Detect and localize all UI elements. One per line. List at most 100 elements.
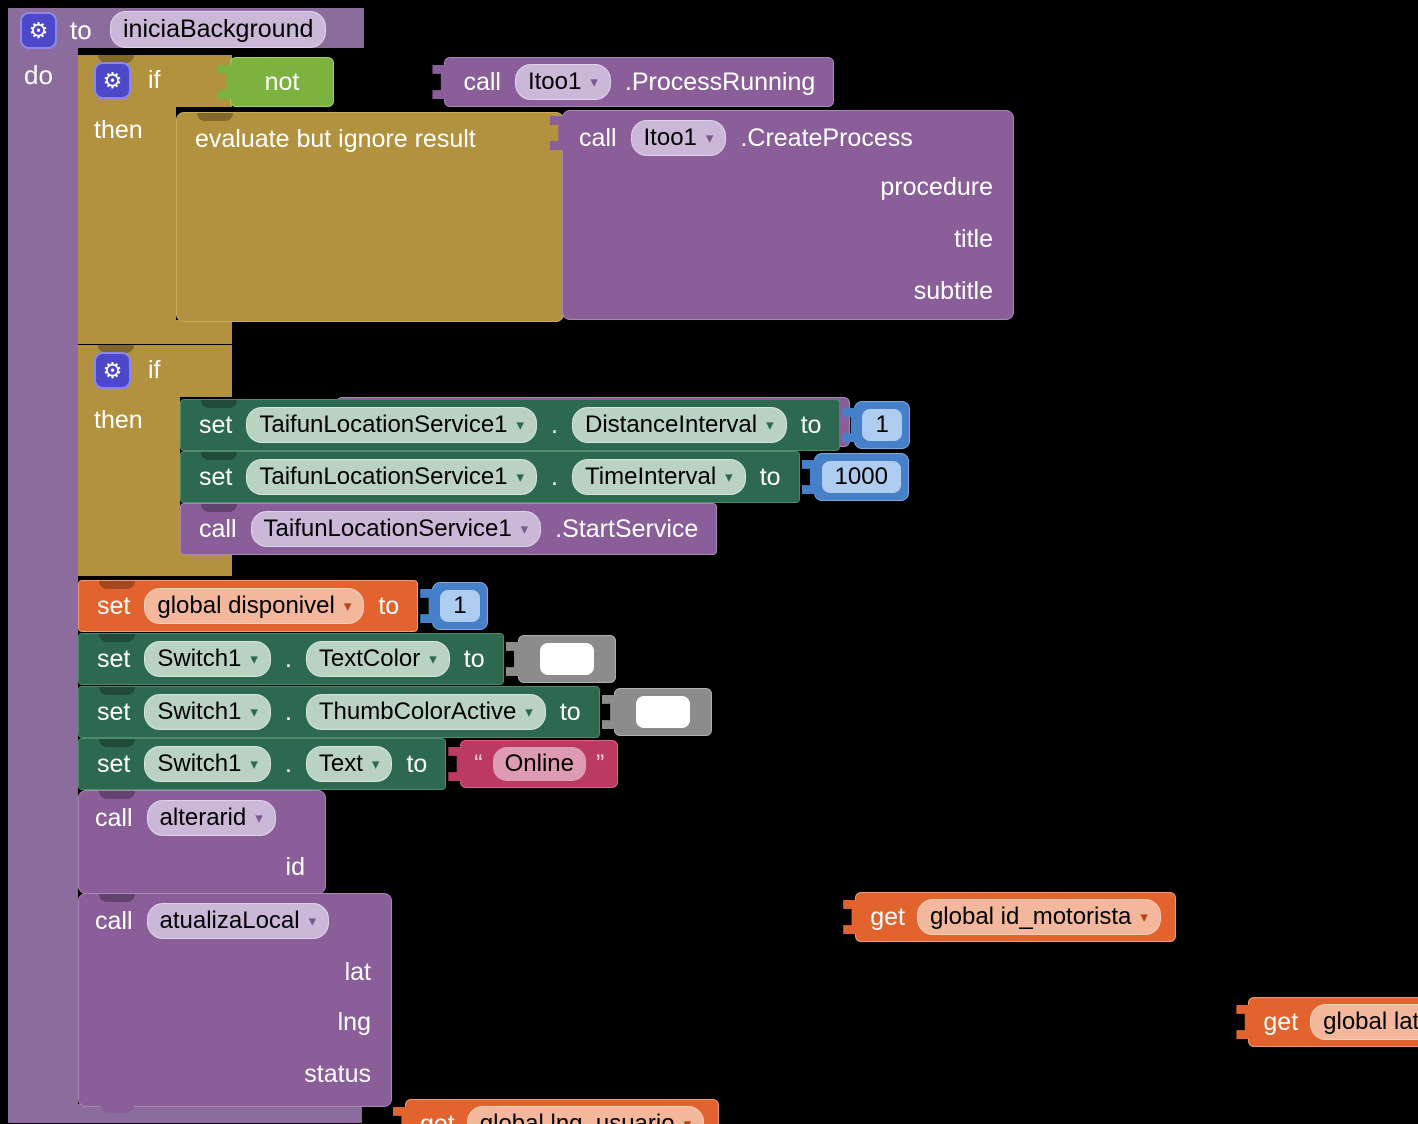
keyword-if: if [148, 66, 161, 94]
keyword-to: to [559, 697, 581, 726]
variable-dropdown[interactable]: global lng_usuario [466, 1106, 705, 1124]
call-row: call TaifunLocationService1 .StartServic… [180, 503, 718, 555]
set-variable-row: set global disponivel to 1 [78, 580, 488, 632]
keyword-to: to [406, 749, 428, 778]
evaluate-label: evaluate but ignore result [195, 125, 476, 153]
keyword-if: if [148, 356, 161, 384]
mutator-gear-icon[interactable] [94, 62, 131, 99]
text-string-block-online[interactable]: “ Online ” [460, 740, 619, 788]
color-swatch [635, 696, 690, 728]
method-call-block-createprocess[interactable]: call Itoo1 .CreateProcess procedure titl… [562, 110, 1014, 320]
text-value-field[interactable]: Online [492, 747, 586, 781]
connector-notch [99, 581, 135, 589]
number-block[interactable]: 1 [854, 401, 910, 449]
set-thumbcoloractive-block[interactable]: set Switch1 . ThumbColorActive to [78, 686, 600, 738]
keyword-set: set [97, 591, 131, 620]
property-dropdown[interactable]: TimeInterval [572, 459, 746, 495]
connector-tab [100, 1104, 134, 1113]
set-switch-text-block[interactable]: set Switch1 . Text to [78, 738, 447, 790]
keyword-to: to [378, 591, 400, 620]
set-property-row: set TaifunLocationService1 . DistanceInt… [180, 399, 910, 451]
component-dropdown[interactable]: TaifunLocationService1 [246, 459, 538, 495]
procedure-dropdown[interactable]: atualizaLocal [146, 903, 330, 939]
set-distanceinterval-block[interactable]: set TaifunLocationService1 . DistanceInt… [180, 399, 841, 451]
keyword-set: set [97, 697, 131, 726]
set-textcolor-block[interactable]: set Switch1 . TextColor to [78, 633, 504, 685]
method-name: .StartService [555, 514, 699, 543]
component-dropdown[interactable]: TaifunLocationService1 [246, 407, 538, 443]
method-name: .CreateProcess [740, 123, 913, 152]
variable-dropdown[interactable]: global disponivel [144, 588, 365, 624]
dot-separator: . [284, 697, 292, 726]
component-dropdown[interactable]: Itoo1 [514, 64, 611, 100]
property-dropdown[interactable]: ThumbColorActive [305, 694, 546, 730]
set-property-row: set Switch1 . ThumbColorActive to [78, 686, 712, 738]
get-variable-block-lat-usuario[interactable]: get global lat_usuario [1248, 997, 1418, 1047]
keyword-set: set [97, 644, 131, 673]
property-dropdown[interactable]: Text [305, 746, 393, 782]
component-dropdown[interactable]: Switch1 [144, 641, 271, 677]
property-dropdown[interactable]: DistanceInterval [572, 407, 787, 443]
connector-notch [99, 791, 135, 799]
connector-notch [201, 504, 237, 512]
connector-notch [98, 55, 134, 63]
component-dropdown[interactable]: Itoo1 [630, 120, 727, 156]
set-timeinterval-block[interactable]: set TaifunLocationService1 . TimeInterva… [180, 451, 800, 503]
property-dropdown[interactable]: TextColor [305, 641, 450, 677]
procedure-dropdown[interactable]: alterarid [146, 800, 276, 836]
keyword-get: get [1263, 1007, 1299, 1036]
dot-separator: . [551, 410, 558, 439]
dot-separator: . [551, 462, 558, 491]
number-block[interactable]: 1 [432, 582, 488, 630]
param-label-lat: lat [344, 958, 371, 986]
connector-notch [99, 894, 135, 902]
method-call-block-processrunning[interactable]: call Itoo1 .ProcessRunning [444, 57, 835, 107]
dot-separator: . [284, 749, 292, 778]
procedure-call-block-atualizalocal[interactable]: call atualizaLocal lat lng status [78, 893, 392, 1107]
color-swatch [539, 643, 594, 675]
evaluate-ignore-result-block[interactable]: evaluate but ignore result [176, 112, 564, 322]
mutator-gear-icon[interactable] [20, 12, 57, 49]
keyword-call: call [199, 514, 237, 543]
number-value-field[interactable]: 1 [440, 590, 480, 622]
set-property-row: set Switch1 . TextColor to [78, 633, 616, 685]
get-variable-block-id-motorista[interactable]: get global id_motorista [855, 892, 1176, 942]
component-dropdown[interactable]: Switch1 [144, 694, 271, 730]
color-block-white[interactable] [517, 635, 616, 683]
variable-dropdown[interactable]: global lat_usuario [1310, 1004, 1418, 1040]
param-label-subtitle: subtitle [913, 277, 993, 305]
keyword-get: get [870, 902, 905, 931]
get-variable-block-lng-usuario[interactable]: get global lng_usuario [405, 1099, 720, 1124]
keyword-to: to [759, 462, 781, 491]
number-value-field[interactable]: 1 [862, 409, 902, 441]
component-dropdown[interactable]: TaifunLocationService1 [250, 511, 542, 547]
color-block-white[interactable] [613, 688, 712, 736]
procedure-call-block-alterarid[interactable]: call alterarid id [78, 790, 326, 894]
procedure-name-field[interactable]: iniciaBackground [110, 11, 327, 48]
dot-separator: . [284, 644, 292, 673]
method-call-block-startservice[interactable]: call TaifunLocationService1 .StartServic… [180, 503, 718, 555]
connector-notch [99, 739, 135, 747]
connector-notch [98, 345, 134, 353]
logic-not-block[interactable]: not [230, 57, 334, 107]
keyword-then: then [94, 116, 143, 144]
connector-notch [201, 452, 237, 460]
component-dropdown[interactable]: Switch1 [144, 746, 271, 782]
number-value-field[interactable]: 1000 [821, 461, 901, 493]
method-name: .ProcessRunning [624, 67, 816, 96]
connector-notch [99, 687, 135, 695]
keyword-call: call [579, 123, 617, 152]
connector-notch [201, 400, 237, 408]
keyword-call: call [95, 906, 133, 935]
param-label-procedure: procedure [880, 173, 993, 201]
connector-notch [99, 634, 135, 642]
set-global-disponivel-block[interactable]: set global disponivel to [78, 580, 419, 632]
number-block[interactable]: 1000 [813, 453, 909, 501]
mutator-gear-icon[interactable] [94, 352, 131, 389]
keyword-then: then [94, 406, 143, 434]
param-label-status: status [304, 1060, 371, 1088]
variable-dropdown[interactable]: global id_motorista [916, 899, 1161, 935]
param-label-id: id [285, 853, 305, 881]
keyword-do: do [24, 60, 53, 90]
keyword-to: to [800, 410, 822, 439]
